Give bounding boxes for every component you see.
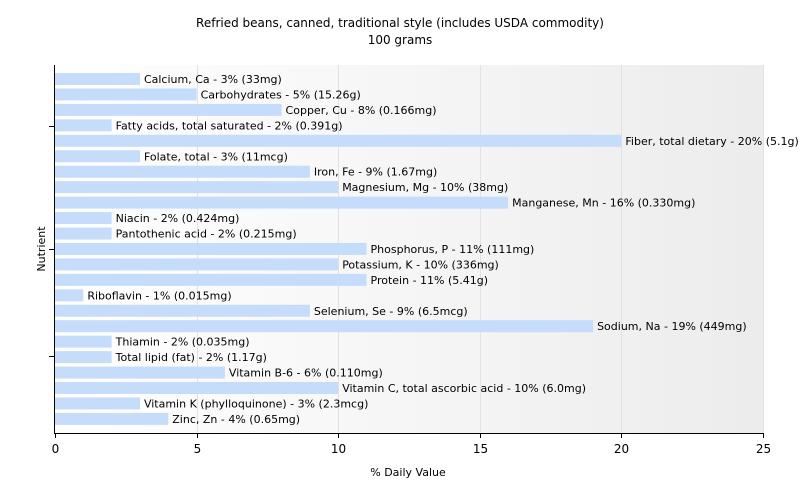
x-tick-label: 25 <box>756 442 771 456</box>
bar <box>55 382 339 394</box>
bar-label: Zinc, Zn - 4% (0.65mg) <box>172 413 300 426</box>
x-tick-label: 0 <box>52 442 60 456</box>
bar-label: Thiamin - 2% (0.035mg) <box>115 336 250 349</box>
y-axis-label: Nutrient <box>35 226 48 272</box>
bar <box>55 165 310 178</box>
x-tick-label: 10 <box>331 442 346 456</box>
bar <box>55 304 310 317</box>
bar <box>55 412 169 425</box>
bar-label: Riboflavin - 1% (0.015mg) <box>87 289 231 302</box>
bar <box>55 366 225 379</box>
bar <box>55 320 594 333</box>
bar <box>55 335 112 348</box>
bar-label: Manganese, Mn - 16% (0.330mg) <box>512 197 695 210</box>
bar-label: Total lipid (fat) - 2% (1.17g) <box>115 351 267 364</box>
bar-label: Selenium, Se - 9% (6.5mcg) <box>314 305 468 318</box>
bar-label: Carbohydrates - 5% (15.26g) <box>201 88 361 101</box>
bar-label: Magnesium, Mg - 10% (38mg) <box>342 181 508 194</box>
bar-label: Vitamin B-6 - 6% (0.110mg) <box>229 367 383 380</box>
bar <box>55 181 339 194</box>
bar <box>55 196 509 209</box>
bar-label: Niacin - 2% (0.424mg) <box>116 212 240 225</box>
bar <box>55 242 367 255</box>
bar <box>55 88 197 101</box>
x-axis-ticks: 0 5 10 15 20 25 <box>52 433 771 456</box>
x-axis-label: % Daily Value <box>370 466 446 479</box>
bar <box>55 227 112 240</box>
bar <box>55 119 112 132</box>
bar-label: Folate, total - 3% (11mcg) <box>144 150 288 163</box>
x-tick-label: 5 <box>194 442 202 456</box>
bar-label: Calcium, Ca - 3% (33mg) <box>144 73 282 86</box>
bar-label: Phosphorus, P - 11% (111mg) <box>371 243 535 256</box>
bar <box>55 212 112 225</box>
bar-label: Iron, Fe - 9% (1.67mg) <box>314 166 437 179</box>
bar <box>55 273 367 286</box>
bar <box>55 258 339 271</box>
chart-subtitle: 100 grams <box>368 33 433 47</box>
chart-title: Refried beans, canned, traditional style… <box>196 16 604 30</box>
bar-label: Vitamin K (phylloquinone) - 3% (2.3mcg) <box>144 397 368 410</box>
bar-label: Potassium, K - 10% (336mg) <box>342 258 499 271</box>
bar-label: Pantothenic acid - 2% (0.215mg) <box>116 228 297 241</box>
bar-labels: Calcium, Ca - 3% (33mg) Carbohydrates - 5… <box>87 73 798 426</box>
x-tick-label: 20 <box>614 442 629 456</box>
bar-label: Fatty acids, total saturated - 2% (0.391… <box>116 119 343 132</box>
bar <box>55 134 622 147</box>
bars <box>55 73 622 425</box>
bar-label: Fiber, total dietary - 20% (5.1g) <box>625 135 798 148</box>
bar-label: Copper, Cu - 8% (0.166mg) <box>286 104 437 117</box>
x-tick-label: 15 <box>473 442 488 456</box>
bar <box>55 150 140 163</box>
bar-label: Sodium, Na - 19% (449mg) <box>597 320 747 333</box>
bar <box>55 397 140 410</box>
bar-label: Vitamin C, total ascorbic acid - 10% (6.… <box>342 382 586 395</box>
bar <box>55 289 84 302</box>
bar <box>55 103 282 116</box>
bar <box>55 351 112 364</box>
bar <box>55 73 140 85</box>
bar-label: Protein - 11% (5.41g) <box>371 274 489 287</box>
